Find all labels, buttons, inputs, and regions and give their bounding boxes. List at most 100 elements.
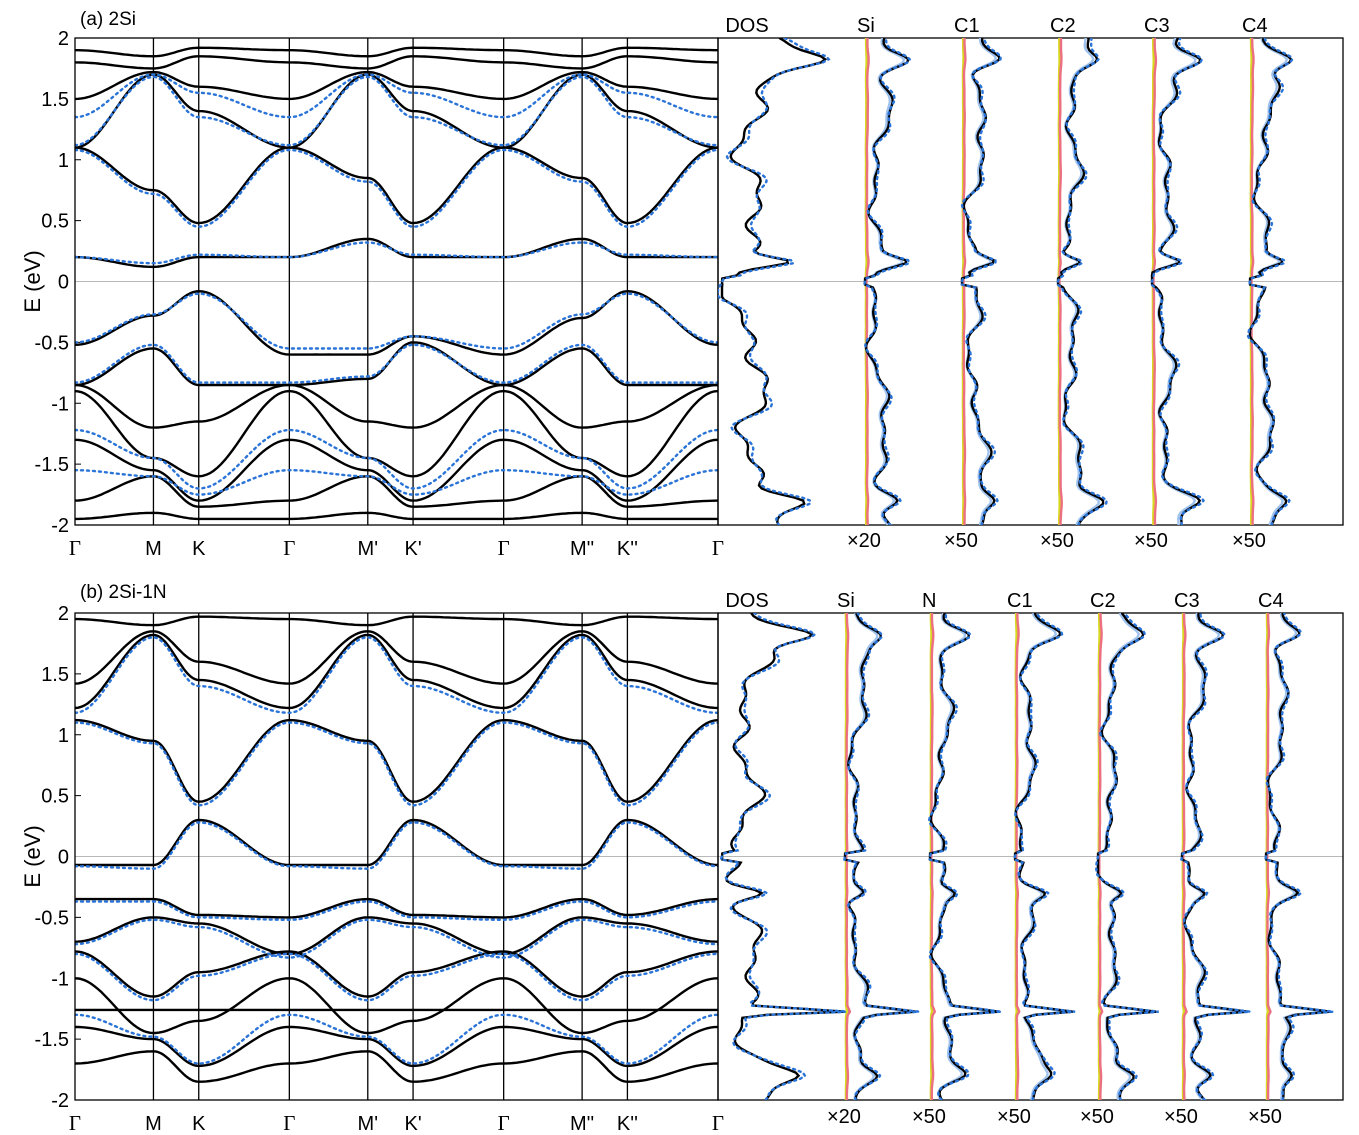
panel-title: (b) 2Si-1N — [80, 582, 167, 603]
band-line — [75, 630, 718, 685]
dos-column-label: C1 — [954, 15, 980, 37]
dos-curve-dotted — [959, 38, 1002, 525]
band-line — [75, 615, 718, 627]
k-point-label: M' — [358, 538, 378, 560]
y-tick-label: 1.5 — [41, 664, 69, 686]
y-tick-label: 1.5 — [41, 89, 69, 111]
band-line — [75, 818, 718, 867]
dos-axes-frame — [717, 612, 1344, 1101]
y-tick-label: -0.5 — [35, 907, 69, 929]
y-tick-label: -0.5 — [35, 332, 69, 354]
band-line-dotted — [75, 721, 718, 807]
band-line — [75, 511, 718, 521]
band-line — [75, 1025, 718, 1068]
dos-curve-dotted — [1180, 613, 1251, 1100]
k-point-label: Γ — [283, 1111, 295, 1135]
k-point-label: Γ — [712, 1111, 724, 1135]
dos-curves — [718, 38, 1294, 525]
band-line — [75, 146, 718, 225]
band-line-dotted — [75, 900, 718, 921]
k-point-label: Γ — [283, 536, 295, 560]
dos-curve-dotted — [1264, 613, 1334, 1100]
y-tick-label: 2 — [58, 28, 69, 50]
dos-column-label: C1 — [1007, 590, 1033, 612]
k-point-label: M'' — [570, 1113, 594, 1135]
bands — [75, 46, 718, 521]
panel-b: (b) 2Si-1N E (eV) -2 -1.5 -1 -0.5 0 0.5 1 1.5 2 Γ M K… — [20, 582, 1344, 1135]
k-point-label: K — [192, 1113, 206, 1135]
dos-column-label: DOS — [725, 590, 768, 612]
dos-scale-label: ×50 — [1164, 1106, 1198, 1128]
y-tick-label: -1.5 — [35, 454, 69, 476]
band-line — [75, 897, 718, 919]
band-line — [75, 46, 718, 58]
pdos-pink-line — [1250, 38, 1255, 525]
band-line-dotted — [75, 73, 718, 119]
band-line — [75, 977, 718, 1035]
band-line — [75, 718, 718, 803]
k-point-label: K'' — [617, 538, 638, 560]
pdos-pink-line — [1182, 613, 1188, 1100]
dos-scale-label: ×50 — [1040, 530, 1074, 552]
band-line-dotted — [75, 1013, 718, 1065]
band-line-dotted — [75, 636, 718, 715]
k-point-label: M' — [358, 1113, 378, 1135]
k-point-label: K'' — [617, 1113, 638, 1135]
band-line-dotted — [75, 148, 718, 228]
y-tick-label: 1 — [58, 725, 69, 747]
band-line — [75, 341, 718, 387]
k-point-label: Γ — [498, 536, 510, 560]
band-line-dotted — [75, 75, 718, 147]
band-line-dotted — [75, 821, 718, 870]
dos-column-label: C4 — [1242, 15, 1268, 37]
dos-column-label: C2 — [1050, 15, 1076, 37]
y-tick-label: -1 — [51, 968, 69, 990]
y-tick-label: -1.5 — [35, 1029, 69, 1051]
dos-curve-dotted — [1246, 38, 1294, 525]
y-tick-label: 0.5 — [41, 211, 69, 233]
dos-scale-label: ×50 — [1134, 530, 1168, 552]
pdos-pink-line — [845, 613, 852, 1100]
band-line — [75, 633, 718, 710]
y-tick-label: 0.5 — [41, 786, 69, 808]
dos-column-label: Si — [837, 590, 855, 612]
band-line — [75, 55, 718, 70]
y-tick-label: -2 — [51, 515, 69, 537]
band-line-dotted — [75, 241, 718, 265]
band-line-dotted — [75, 918, 718, 959]
dos-curve-dotted — [927, 613, 1002, 1100]
band-line — [75, 70, 718, 101]
y-tick-label: 2 — [58, 603, 69, 625]
k-point-label: K' — [404, 1113, 421, 1135]
dos-column-label: C3 — [1144, 15, 1170, 37]
pdos-pink-line — [1266, 613, 1272, 1100]
k-point-label: M — [145, 1113, 162, 1135]
band-line-dotted — [75, 343, 718, 384]
dos-curve-dotted — [1149, 38, 1206, 525]
pdos-pink-line — [962, 38, 967, 525]
dos-scale-label: ×20 — [827, 1106, 861, 1128]
dos-column-label: N — [922, 590, 936, 612]
k-point-label: M — [145, 538, 162, 560]
panel-a: (a) 2Si E (eV) -2 -1.5 -1 -0.5 0 0.5 1 1.5 2 Γ M K Γ M'… — [20, 9, 1344, 560]
dos-scale-label: ×50 — [1080, 1106, 1114, 1128]
band-line-dotted — [75, 952, 718, 1002]
dos-column-label: Si — [857, 15, 875, 37]
dos-curve-dotted — [1095, 613, 1159, 1100]
band-line — [75, 383, 718, 429]
y-axis-label: E (eV) — [20, 250, 45, 312]
pdos-pink-line — [1152, 38, 1158, 525]
k-point-label: K — [192, 538, 206, 560]
k-point-label: Γ — [712, 536, 724, 560]
bands — [75, 615, 718, 1083]
dos-scale-label: ×50 — [944, 530, 978, 552]
band-line-dotted — [75, 469, 718, 496]
band-line — [75, 237, 718, 269]
dos-curve-dotted — [842, 613, 919, 1100]
band-line — [75, 289, 718, 356]
panel-title: (a) 2Si — [80, 9, 136, 30]
pdos-pink-line — [1058, 38, 1063, 525]
dos-scale-label: ×50 — [1232, 530, 1266, 552]
y-tick-label: 1 — [58, 150, 69, 172]
